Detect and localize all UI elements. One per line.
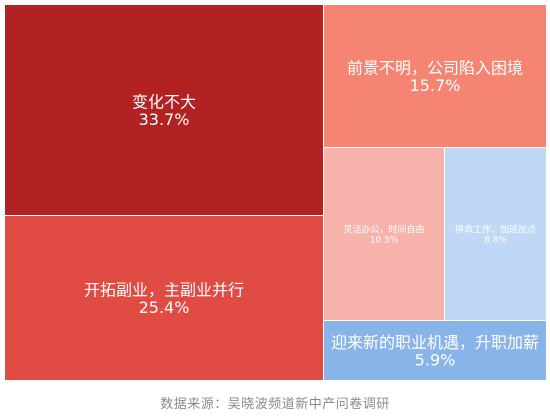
data-source-note: 数据来源：吴晓波频道新中产问卷调研 — [160, 397, 390, 412]
treemap-tile-label: 拼命工作，加班加点 — [455, 224, 536, 236]
treemap-tile-value: 8.8% — [484, 235, 507, 245]
treemap-tile-value: 10.5% — [370, 235, 399, 245]
treemap-tile-value: 25.4% — [139, 298, 190, 317]
treemap-tile-label: 开拓副业，主副业并行 — [84, 280, 244, 299]
treemap-tile-rect — [5, 5, 323, 215]
treemap-tile-label: 迎来新的职业机遇，升职加薪 — [331, 333, 539, 352]
treemap-tile-value: 33.7% — [139, 110, 190, 129]
treemap-tile-rect — [445, 148, 546, 320]
treemap-tile-value: 5.9% — [415, 350, 456, 369]
treemap-tile-rect — [324, 321, 546, 380]
treemap-tile-label: 变化不大 — [132, 92, 196, 111]
treemap-tile-rect — [324, 148, 444, 320]
treemap-tile-label: 前景不明，公司陷入困境 — [347, 58, 523, 77]
treemap-tile-value: 15.7% — [410, 76, 461, 95]
treemap-tile-rect — [5, 216, 323, 380]
treemap-chart: 变化不大33.7%开拓副业，主副业并行25.4%前景不明，公司陷入困境15.7%… — [5, 5, 546, 380]
treemap-tile-rect — [324, 5, 546, 147]
treemap-tile-label: 灵活办公，时间自由 — [343, 224, 424, 236]
